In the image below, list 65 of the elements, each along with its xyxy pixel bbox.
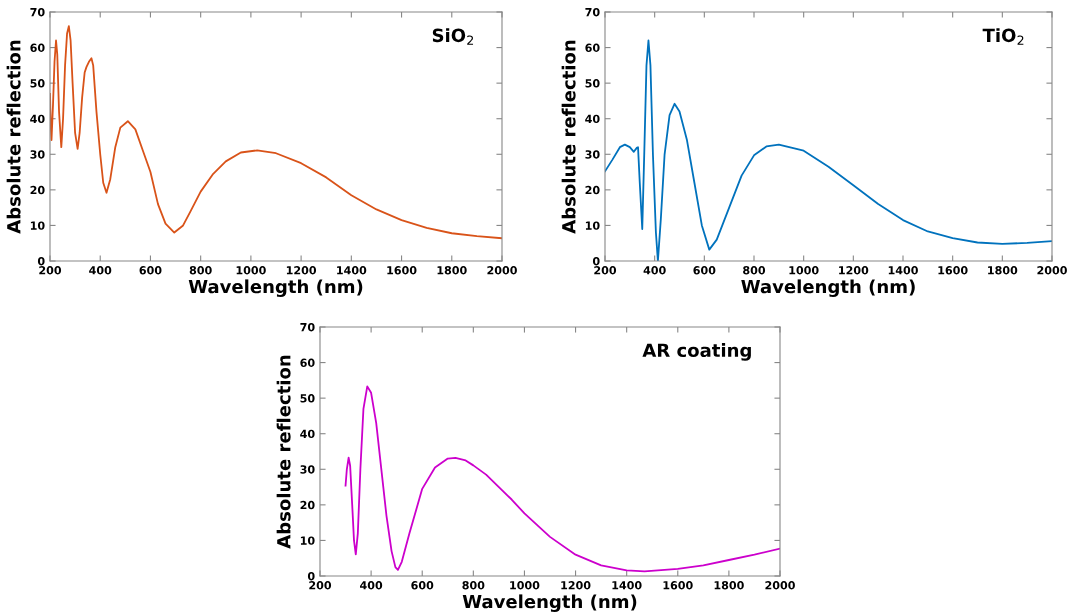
y-tick-label: 60 bbox=[30, 43, 45, 52]
y-tick-label: 40 bbox=[30, 114, 45, 124]
x-tick-label: 800 bbox=[743, 266, 766, 275]
x-tick-label: 200 bbox=[309, 581, 332, 590]
y-tick-label: 40 bbox=[300, 429, 315, 439]
x-tick-label: 1000 bbox=[789, 266, 819, 275]
x-tick-label: 400 bbox=[360, 581, 383, 590]
y-tick-label: 40 bbox=[585, 114, 600, 124]
y-axis-title: Absolute reflection bbox=[561, 40, 576, 234]
x-tick-label: 600 bbox=[693, 266, 716, 275]
x-tick-label: 400 bbox=[643, 266, 666, 275]
x-tick-label: 1200 bbox=[286, 266, 317, 275]
y-tick-label: 0 bbox=[37, 256, 45, 266]
x-tick-label: 1800 bbox=[437, 266, 467, 275]
y-tick-label: 70 bbox=[30, 7, 45, 17]
y-axis-title: Absolute reflection bbox=[276, 355, 291, 549]
x-tick-label: 2000 bbox=[1037, 266, 1067, 275]
x-tick-label: 400 bbox=[89, 266, 112, 275]
y-tick-label: 20 bbox=[585, 185, 600, 195]
y-tick-label: 30 bbox=[300, 465, 315, 474]
x-tick-label: 1800 bbox=[988, 266, 1018, 275]
x-axis-title: Wavelength (nm) bbox=[188, 279, 363, 298]
x-tick-label: 600 bbox=[411, 581, 434, 590]
x-tick-label: 200 bbox=[594, 266, 617, 275]
y-tick-label: 30 bbox=[30, 150, 45, 159]
y-tick-label: 30 bbox=[585, 150, 600, 159]
text: AR coating bbox=[642, 343, 751, 361]
x-tick-label: 1200 bbox=[561, 581, 591, 590]
x-tick-label: 600 bbox=[139, 266, 162, 275]
y-tick-label: 10 bbox=[300, 536, 315, 545]
y-tick-label: 50 bbox=[30, 79, 45, 88]
y-axis-title: Absolute reflection bbox=[6, 40, 21, 234]
text: SiO$_{2}$ bbox=[432, 28, 474, 45]
y-tick-label: 10 bbox=[30, 221, 45, 230]
y-tick-label: 0 bbox=[307, 571, 315, 581]
y-tick-label: 60 bbox=[300, 358, 315, 367]
x-tick-label: 1600 bbox=[387, 266, 417, 275]
line-series bbox=[344, 385, 780, 573]
x-axis-title: Wavelength (nm) bbox=[741, 279, 915, 298]
y-tick-label: 50 bbox=[300, 394, 315, 403]
x-tick-label: 2000 bbox=[487, 266, 517, 275]
y-tick-label: 50 bbox=[585, 79, 600, 88]
x-tick-label: 1000 bbox=[510, 581, 540, 590]
y-tick-label: 10 bbox=[585, 221, 600, 230]
x-tick-label: 1400 bbox=[337, 266, 367, 275]
x-tick-label: 1200 bbox=[839, 266, 869, 275]
y-tick-label: 20 bbox=[30, 185, 45, 195]
x-tick-label: 800 bbox=[189, 266, 212, 275]
x-tick-label: 1600 bbox=[663, 581, 693, 590]
x-tick-label: 1000 bbox=[236, 266, 266, 275]
x-tick-label: 1400 bbox=[612, 581, 642, 590]
y-tick-label: 20 bbox=[300, 500, 315, 510]
y-tick-label: 0 bbox=[592, 256, 600, 266]
line-series bbox=[50, 25, 502, 240]
x-tick-label: 200 bbox=[39, 266, 62, 275]
text: TiO$_{2}$ bbox=[982, 28, 1024, 45]
y-tick-label: 60 bbox=[585, 43, 600, 52]
y-tick-label: 70 bbox=[300, 322, 315, 332]
x-tick-label: 1400 bbox=[888, 266, 918, 275]
x-tick-label: 800 bbox=[462, 581, 485, 590]
x-tick-label: 1800 bbox=[714, 581, 744, 590]
x-axis-title: Wavelength (nm) bbox=[462, 594, 637, 613]
y-tick-label: 70 bbox=[585, 7, 600, 17]
x-tick-label: 1600 bbox=[938, 266, 968, 275]
x-tick-label: 2000 bbox=[765, 581, 795, 590]
